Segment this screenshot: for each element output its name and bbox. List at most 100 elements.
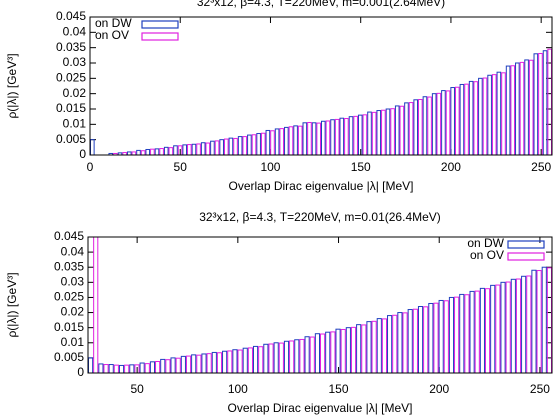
bar — [294, 339, 300, 373]
bar — [211, 351, 217, 373]
y-tick-label: 0.01 — [63, 117, 87, 131]
bar — [541, 266, 547, 373]
y-tick-label: 0.025 — [56, 71, 86, 85]
y-tick-label: 0.045 — [54, 229, 84, 243]
bar — [413, 99, 419, 155]
bar — [124, 364, 130, 373]
bar — [196, 354, 202, 373]
bar — [182, 144, 188, 155]
bar — [371, 320, 377, 373]
bar — [464, 294, 470, 373]
bar — [118, 364, 125, 373]
bar — [402, 312, 408, 373]
bar — [233, 137, 238, 155]
bar — [362, 114, 368, 155]
y-tick-label: 0.02 — [61, 305, 85, 319]
bar — [427, 96, 432, 155]
bar — [325, 331, 331, 373]
bar — [325, 120, 331, 155]
bar — [445, 90, 451, 155]
bar — [479, 287, 485, 373]
bar — [422, 96, 428, 155]
y-tick-label: 0.015 — [54, 320, 84, 334]
legend-swatch — [507, 252, 545, 261]
bar — [159, 148, 164, 155]
bar — [260, 132, 266, 155]
bar — [219, 139, 224, 155]
bar — [478, 77, 483, 155]
bar — [242, 136, 248, 155]
x-axis-label: Overlap Dirac eigenvalue |λ| [MeV] — [228, 401, 413, 415]
bar — [88, 357, 94, 373]
bar — [293, 125, 298, 155]
bar — [381, 109, 386, 155]
legend-swatch — [141, 32, 179, 41]
x-tick-label: 100 — [228, 382, 248, 396]
bar — [320, 333, 326, 373]
legend-label: on OV — [470, 248, 504, 262]
bar — [237, 136, 243, 155]
bar — [274, 128, 280, 155]
bar — [98, 363, 104, 373]
bar — [500, 281, 506, 373]
chart-title: 32³x12, β=4.3, T=220MeV, m=0.001(2.64MeV… — [197, 0, 445, 9]
bar — [350, 326, 357, 373]
bar — [129, 364, 135, 373]
bar — [381, 318, 388, 373]
bar — [144, 363, 150, 373]
bar — [397, 312, 403, 373]
bar — [345, 327, 351, 373]
bar — [216, 352, 223, 373]
bar — [113, 364, 119, 373]
bar — [247, 347, 253, 373]
bar — [232, 349, 238, 373]
y-axis-label: ρ(|λ|) [GeV³] — [5, 53, 19, 118]
bar — [185, 355, 192, 373]
x-tick-label: 250 — [530, 382, 550, 396]
bar — [394, 105, 400, 155]
bar — [366, 321, 372, 373]
bar — [163, 146, 169, 155]
bar — [247, 134, 252, 155]
x-tick-label: 150 — [351, 160, 371, 174]
bar — [90, 139, 95, 155]
bar — [482, 77, 488, 155]
bar — [256, 133, 261, 155]
bar — [407, 309, 413, 373]
bar — [139, 362, 145, 373]
y-tick-label: 0.03 — [63, 55, 87, 69]
chart-title: 32³x12, β=4.3, T=220MeV, m=0.01(26.4MeV) — [199, 210, 441, 224]
bar — [491, 74, 497, 155]
bar — [536, 270, 542, 373]
bar — [441, 90, 446, 155]
bar — [210, 140, 215, 155]
bar — [251, 134, 257, 155]
x-tick-label: 0 — [87, 160, 94, 174]
bar — [299, 338, 305, 373]
y-axis-label: ρ(|λ|) [GeV³] — [5, 272, 19, 337]
bar — [459, 83, 465, 155]
x-tick-label: 150 — [329, 382, 349, 396]
bar — [270, 130, 275, 155]
x-tick-label: 200 — [429, 382, 449, 396]
legend-label: on DW — [467, 236, 504, 250]
bar — [311, 122, 317, 155]
bar — [474, 290, 480, 373]
x-tick-label: 100 — [260, 160, 280, 174]
x-tick-label: 50 — [130, 382, 144, 396]
legend-swatch — [141, 20, 179, 29]
y-tick-label: 0.035 — [56, 40, 86, 54]
bar — [392, 314, 398, 373]
bar — [170, 357, 176, 373]
bar — [258, 346, 264, 373]
bar — [228, 137, 234, 155]
bar — [418, 98, 423, 155]
bar — [103, 364, 109, 373]
bar — [191, 143, 197, 155]
bar — [515, 278, 522, 373]
bar — [515, 62, 520, 155]
bar — [263, 343, 269, 373]
bar — [165, 359, 171, 373]
